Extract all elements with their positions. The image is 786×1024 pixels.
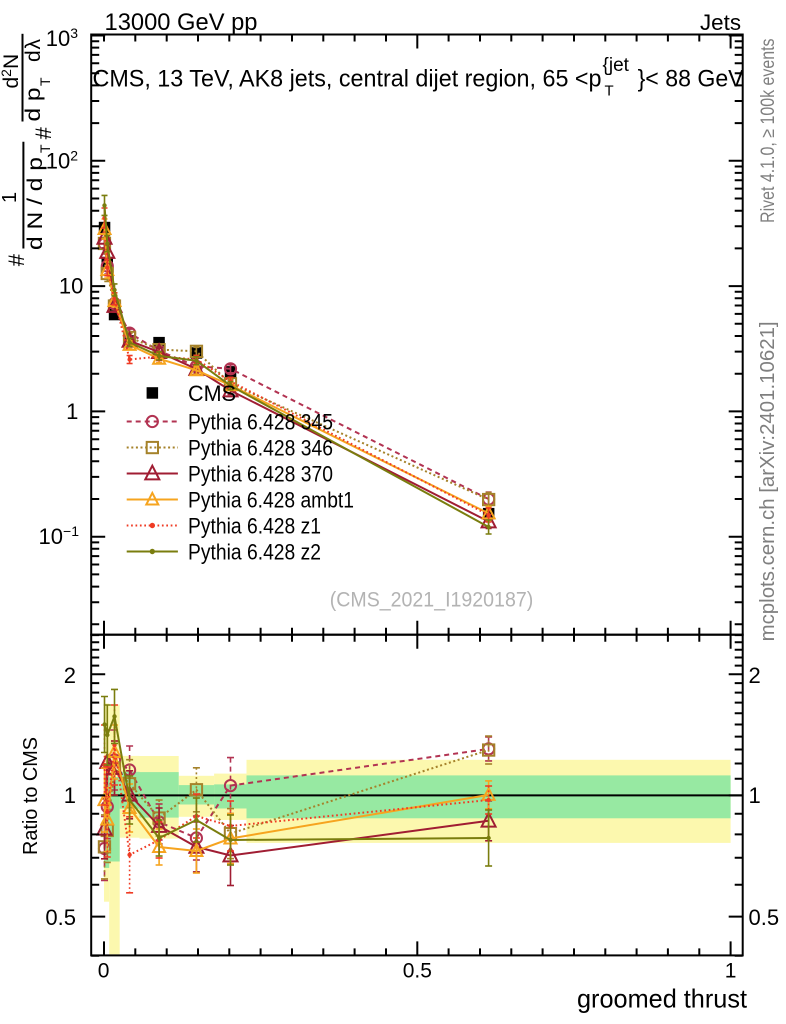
svg-text:T: T (37, 77, 53, 86)
svg-text:2: 2 (64, 663, 76, 688)
svg-text:Pythia 6.428 346: Pythia 6.428 346 (188, 436, 333, 461)
svg-text:10: 10 (59, 274, 83, 299)
svg-text:{jet: {jet (603, 55, 630, 76)
svg-text:λ: λ (22, 39, 45, 50)
svg-text:1: 1 (749, 783, 761, 808)
svg-text:0: 0 (98, 960, 110, 983)
svg-text:CMS, 13 TeV, AK8 jets, central: CMS, 13 TeV, AK8 jets, central dijet reg… (93, 66, 602, 93)
svg-text:Pythia 6.428 ambt1: Pythia 6.428 ambt1 (188, 488, 354, 513)
svg-text:1: 1 (64, 783, 76, 808)
svg-text:2: 2 (749, 663, 761, 688)
svg-text:Pythia 6.428 370: Pythia 6.428 370 (188, 462, 333, 487)
svg-text:0.5: 0.5 (403, 960, 432, 983)
svg-text:T: T (605, 83, 614, 100)
svg-text:0.5: 0.5 (45, 905, 76, 930)
svg-text:10−1: 10−1 (39, 523, 80, 549)
svg-text:Rivet 4.1.0, ≥ 100k events: Rivet 4.1.0, ≥ 100k events (758, 38, 779, 223)
svg-text:1: 1 (66, 399, 78, 424)
svg-text:Pythia 6.428 z2: Pythia 6.428 z2 (188, 540, 321, 565)
svg-text:d N / d p: d N / d p (24, 157, 47, 250)
svg-text:Pythia 6.428 z1: Pythia 6.428 z1 (188, 514, 321, 539)
svg-text:mcplots.cern.ch [arXiv:2401.10: mcplots.cern.ch [arXiv:2401.10621] (757, 321, 779, 641)
svg-text:Ratio to CMS: Ratio to CMS (20, 737, 42, 855)
svg-text:13000 GeV pp: 13000 GeV pp (105, 9, 258, 36)
svg-text:#: # (31, 126, 56, 139)
svg-text:(CMS_2021_I1920187): (CMS_2021_I1920187) (330, 589, 534, 612)
svg-text:1: 1 (725, 960, 737, 983)
svg-text:T: T (37, 144, 53, 153)
svg-text:103: 103 (46, 25, 78, 51)
svg-text:102: 102 (46, 148, 78, 174)
svg-text:CMS: CMS (188, 381, 236, 406)
svg-text:Jets: Jets (700, 10, 741, 35)
svg-text:0.5: 0.5 (749, 905, 780, 930)
svg-text:Pythia 6.428 345: Pythia 6.428 345 (188, 410, 333, 435)
svg-text:d2N: d2N (0, 54, 23, 89)
svg-text:d: d (22, 50, 45, 62)
svg-text:d p: d p (22, 88, 45, 122)
svg-text:#: # (4, 253, 29, 266)
svg-text:groomed thrust: groomed thrust (577, 983, 748, 1013)
svg-text:}< 88 GeV: }< 88 GeV (638, 66, 744, 93)
svg-text:1: 1 (0, 192, 21, 203)
